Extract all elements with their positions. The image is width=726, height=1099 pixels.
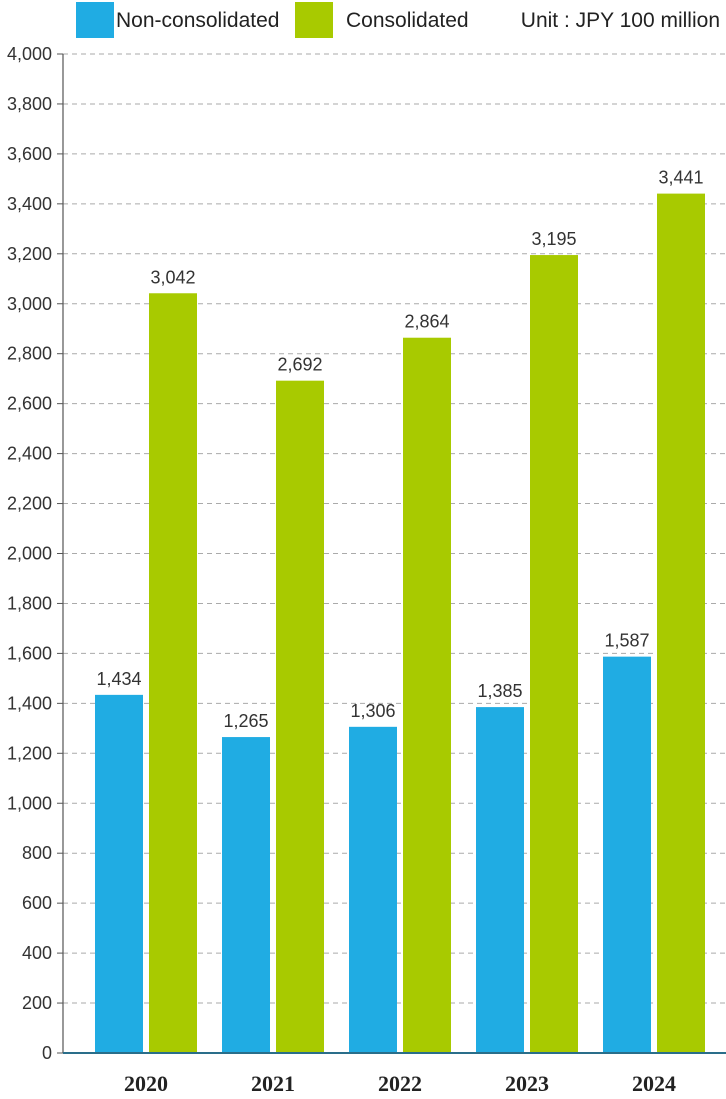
bar-consolidated-2024 [657,193,705,1054]
y-tick-label: 1,600 [7,643,52,663]
bar-consolidated-2022 [403,337,451,1053]
legend-label-non-consolidated: Non-consolidated [116,9,279,32]
x-axis: 2020 2021 2022 2023 2024 [63,1052,726,1096]
data-label: 3,042 [150,267,195,287]
y-tick-label: 4,000 [7,44,52,64]
y-axis: 0 200 400 600 800 1,000 1,200 1,400 1,600 1,800 2,… [7,44,64,1063]
y-tick-label: 2,600 [7,394,52,414]
y-tick-label: 2,800 [7,344,52,364]
data-label: 1,265 [223,711,268,731]
bar-non-consolidated-2024 [603,656,651,1053]
y-tick-label: 2,200 [7,494,52,514]
data-label: 3,441 [658,168,703,188]
data-label: 1,306 [350,701,395,721]
data-label: 2,692 [277,355,322,375]
x-tick-label: 2020 [124,1071,168,1096]
bar-non-consolidated-2021 [222,737,270,1053]
legend-label-consolidated: Consolidated [346,9,469,32]
x-tick-label: 2024 [632,1071,676,1096]
data-label: 1,434 [96,669,141,689]
legend-swatch-consolidated [295,2,333,38]
data-labels: 1,434 3,042 1,265 2,692 1,306 2,864 1,385 3,195… [96,168,703,731]
y-tick-label: 1,200 [7,743,52,763]
x-tick-label: 2023 [505,1071,549,1096]
x-tick-label: 2022 [378,1071,422,1096]
y-tick-label: 3,200 [7,244,52,264]
y-tick-label: 1,400 [7,693,52,713]
legend-swatch-non-consolidated [76,2,114,38]
data-label: 1,385 [477,681,522,701]
y-tick-label: 1,800 [7,593,52,613]
bar-consolidated-2023 [530,255,578,1053]
data-label: 3,195 [531,229,576,249]
y-tick-label: 3,600 [7,144,52,164]
bar-consolidated-2020 [149,293,197,1053]
data-label: 2,864 [404,312,449,332]
bar-non-consolidated-2022 [349,726,397,1053]
bar-consolidated-2021 [276,380,324,1054]
y-tick-label: 400 [22,943,52,963]
bar-non-consolidated-2020 [95,694,143,1053]
x-tick-label: 2021 [251,1071,295,1096]
data-label: 1,587 [604,631,649,651]
y-tick-label: 1,000 [7,793,52,813]
y-tick-label: 3,800 [7,94,52,114]
bar-non-consolidated-2023 [476,707,524,1053]
bars [95,193,705,1054]
unit-label: Unit : JPY 100 million [521,9,720,32]
y-tick-label: 200 [22,993,52,1013]
y-tick-label: 2,400 [7,444,52,464]
y-tick-label: 3,400 [7,194,52,214]
y-tick-label: 800 [22,843,52,863]
y-tick-label: 0 [42,1043,52,1063]
y-tick-label: 3,000 [7,294,52,314]
y-tick-label: 2,000 [7,544,52,564]
legend: Non-consolidated Consolidated Unit : JPY… [76,2,720,38]
y-tick-label: 600 [22,893,52,913]
